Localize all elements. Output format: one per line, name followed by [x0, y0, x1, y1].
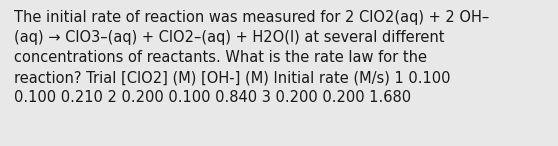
Text: The initial rate of reaction was measured for 2 ClO2(aq) + 2 OH–
(aq) → ClO3–(aq: The initial rate of reaction was measure…	[14, 10, 489, 105]
